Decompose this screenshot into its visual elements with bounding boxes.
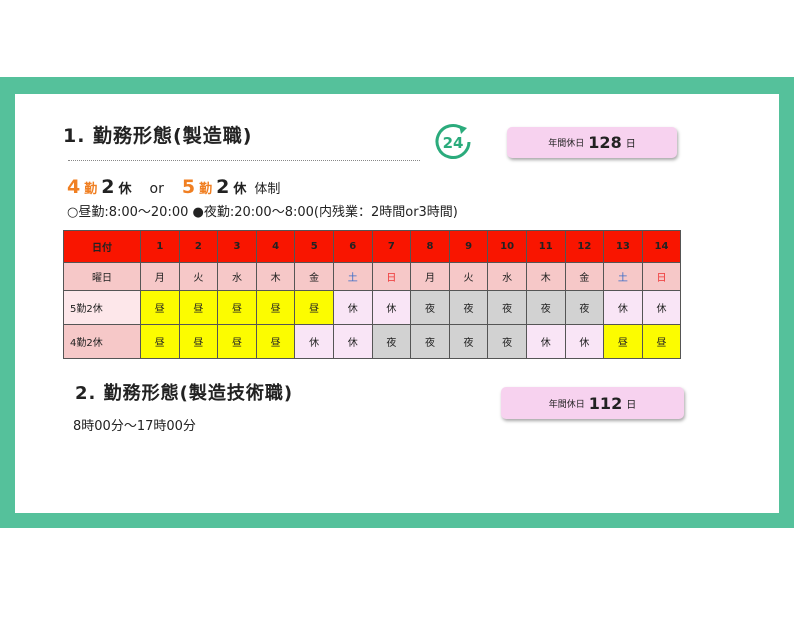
shift-system: 4 勤 2 休 or 5 勤 2 休 体制 bbox=[67, 176, 280, 198]
num: 5 bbox=[181, 176, 196, 198]
shift-cell: 昼 bbox=[255, 324, 296, 359]
date-cell: 12 bbox=[564, 230, 605, 263]
shift-cell: 休 bbox=[525, 324, 566, 359]
shift-cell: 休 bbox=[294, 324, 334, 359]
date-cell: 3 bbox=[217, 230, 257, 263]
holidays-unit: 日 bbox=[625, 139, 636, 150]
date-header: 日付 bbox=[63, 230, 141, 263]
date-cell: 10 bbox=[487, 230, 527, 263]
shift-cell: 昼 bbox=[217, 290, 257, 325]
date-cell: 9 bbox=[448, 230, 489, 263]
shift-cell: 昼 bbox=[140, 290, 180, 325]
num: 2 bbox=[216, 176, 230, 198]
section1-title: 1. 勤務形態(製造職) bbox=[63, 125, 253, 147]
holidays-label: 年間休日 bbox=[548, 399, 585, 410]
weekday-cell: 火 bbox=[178, 262, 219, 291]
shift-cell: 休 bbox=[564, 324, 605, 359]
date-row: 日付 1 2 3 4 5 6 7 8 9 10 11 12 13 14 bbox=[63, 230, 682, 263]
kanji: 勤 bbox=[199, 182, 213, 197]
icon-24-text: 24 bbox=[443, 134, 464, 152]
shift-cell: 休 bbox=[332, 290, 373, 325]
weekday-cell: 日 bbox=[371, 262, 412, 291]
shift-cell: 昼 bbox=[294, 290, 334, 325]
num: 2 bbox=[101, 176, 115, 198]
weekday-cell: 金 bbox=[564, 262, 605, 291]
shift-cell: 昼 bbox=[255, 290, 296, 325]
shift-cell: 夜 bbox=[487, 324, 527, 359]
weekday-cell: 金 bbox=[294, 262, 334, 291]
date-cell: 13 bbox=[603, 230, 643, 263]
shift-hours: ○昼勤:8:00〜20:00 ●夜勤:20:00〜8:00(内残業：2時間or3… bbox=[67, 205, 458, 220]
shift-cell: 昼 bbox=[217, 324, 257, 359]
holidays-value: 128 bbox=[588, 133, 622, 152]
table-row: 4勤2休昼昼昼昼休休夜夜夜夜休休昼昼 bbox=[63, 324, 682, 359]
shift-cell: 夜 bbox=[525, 290, 566, 325]
shift-cell: 夜 bbox=[564, 290, 605, 325]
date-cell: 7 bbox=[371, 230, 412, 263]
shift-cell: 昼 bbox=[178, 290, 219, 325]
shift-cell: 昼 bbox=[603, 324, 643, 359]
kanji: 勤 bbox=[84, 182, 98, 197]
shift-cell: 昼 bbox=[641, 324, 682, 359]
slide: 1. 勤務形態(製造職) 24 年間休日 128 日 4 勤 2 休 or 5 … bbox=[15, 94, 779, 513]
shift-cell: 夜 bbox=[371, 324, 412, 359]
shift-cell: 夜 bbox=[410, 290, 450, 325]
weekday-cell: 日 bbox=[641, 262, 682, 291]
kanji: 休 bbox=[233, 182, 247, 197]
holidays-value: 112 bbox=[588, 393, 623, 413]
holidays-label: 年間休日 bbox=[548, 139, 585, 149]
shift-cell: 昼 bbox=[140, 324, 180, 359]
weekday-cell: 月 bbox=[140, 262, 180, 291]
shift-cell: 夜 bbox=[448, 324, 489, 359]
date-cell: 14 bbox=[641, 230, 682, 263]
weekday-header: 曜日 bbox=[63, 262, 141, 291]
shift-cell: 夜 bbox=[487, 290, 527, 325]
shift-cell: 昼 bbox=[178, 324, 219, 359]
weekday-cell: 木 bbox=[255, 262, 296, 291]
shift-cell: 休 bbox=[371, 290, 412, 325]
weekday-cell: 月 bbox=[410, 262, 450, 291]
24-hour-icon: 24 bbox=[435, 124, 471, 159]
weekday-cell: 水 bbox=[487, 262, 527, 291]
holidays-unit: 日 bbox=[626, 399, 637, 411]
shift-cell: 夜 bbox=[410, 324, 450, 359]
date-cell: 6 bbox=[332, 230, 373, 263]
date-cell: 2 bbox=[178, 230, 219, 263]
shift-cell: 休 bbox=[603, 290, 643, 325]
weekday-cell: 水 bbox=[217, 262, 257, 291]
or-text: or bbox=[149, 181, 164, 197]
num: 4 bbox=[67, 176, 81, 198]
table-row: 5勤2休昼昼昼昼昼休休夜夜夜夜夜休休 bbox=[63, 290, 682, 325]
weekday-row: 曜日月火水木金土日月火水木金土日 bbox=[63, 262, 682, 291]
kanji: 休 bbox=[118, 182, 132, 197]
shift-cell: 夜 bbox=[448, 290, 489, 325]
suffix: 体制 bbox=[254, 182, 281, 197]
shift-table: 日付 1 2 3 4 5 6 7 8 9 10 11 12 13 14 曜日月火水木金土日月火水木金土日 5… bbox=[63, 230, 682, 359]
date-cell: 4 bbox=[255, 230, 296, 263]
shift-cell: 休 bbox=[332, 324, 373, 359]
weekday-cell: 土 bbox=[603, 262, 643, 291]
annual-holidays-badge-2: 年間休日 112 日 bbox=[501, 387, 684, 419]
row-label: 4勤2休 bbox=[63, 324, 141, 359]
date-cell: 5 bbox=[294, 230, 334, 263]
weekday-cell: 火 bbox=[448, 262, 489, 291]
date-cell: 11 bbox=[525, 230, 566, 263]
date-cell: 8 bbox=[410, 230, 450, 263]
dotted-divider bbox=[68, 160, 420, 161]
section2-title: 2. 勤務形態(製造技術職) bbox=[75, 383, 294, 404]
annual-holidays-badge: 年間休日 128 日 bbox=[507, 127, 677, 158]
green-frame: 1. 勤務形態(製造職) 24 年間休日 128 日 4 勤 2 休 or 5 … bbox=[0, 77, 794, 528]
weekday-cell: 木 bbox=[525, 262, 566, 291]
row-label: 5勤2休 bbox=[63, 290, 141, 325]
date-cell: 1 bbox=[140, 230, 180, 263]
weekday-cell: 土 bbox=[332, 262, 373, 291]
section2-hours: 8時00分〜17時00分 bbox=[73, 419, 196, 434]
shift-cell: 休 bbox=[641, 290, 682, 325]
